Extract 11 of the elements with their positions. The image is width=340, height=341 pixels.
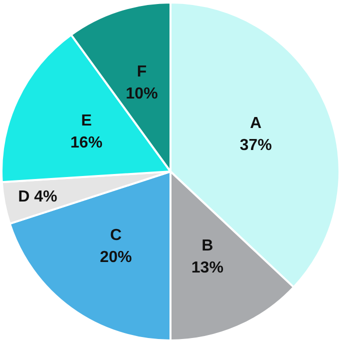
data-label: 20% xyxy=(100,249,132,266)
slice-label: A xyxy=(250,115,262,132)
data-label: 13% xyxy=(191,259,224,276)
slice-label: B xyxy=(202,237,214,254)
slice-label: F xyxy=(136,64,147,81)
data-label: 10% xyxy=(126,86,158,103)
slice-label: C xyxy=(110,227,122,244)
data-label: 37% xyxy=(240,137,272,154)
data-label: 16% xyxy=(70,134,102,152)
slice-label: E xyxy=(81,112,92,130)
slice-label: D 4% xyxy=(18,188,58,206)
